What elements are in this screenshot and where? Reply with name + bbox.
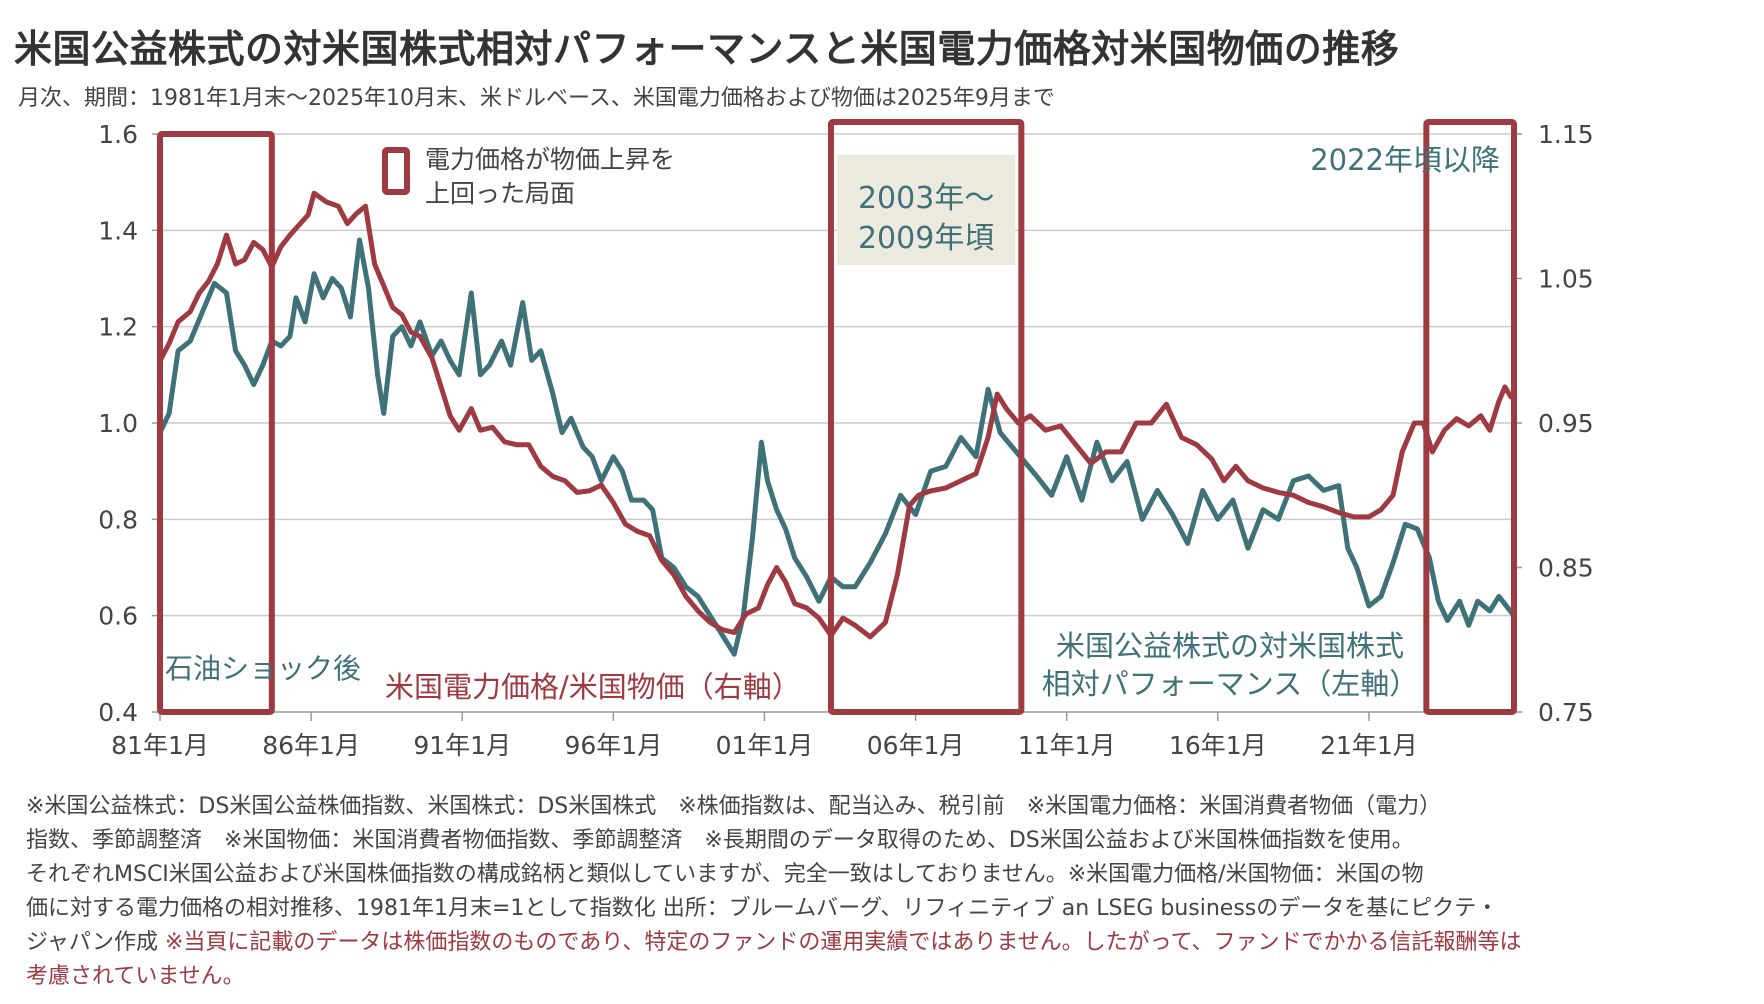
x-tick-label: 91年1月	[413, 731, 511, 760]
highlight-box	[157, 131, 275, 715]
x-tick-label: 81年1月	[111, 731, 209, 760]
red-series-line	[157, 190, 1514, 640]
chart: 0.4 0.6 0.8 1.0 1.2 1.4 1.6 0.75 0.85 0.95 1.05 1.1…	[98, 119, 1594, 760]
y-right-tick-label: 0.85	[1538, 554, 1594, 583]
legend-box-icon	[382, 147, 410, 195]
y-left-tick-label: 1.6	[98, 120, 138, 149]
footnote-line: ジャパン作成 ※当頁に記載のデータは株価指数のものであり、特定のファンドの運用実…	[26, 926, 1756, 960]
period-2003-label: 2009年頃	[858, 221, 994, 256]
red-series-label: 米国電力価格/米国物価（右軸）	[385, 670, 801, 704]
legend-label: 電力価格が物価上昇を	[425, 145, 675, 174]
y-left-tick-label: 0.8	[98, 505, 138, 534]
footnote-source: ジャパン作成	[26, 930, 165, 955]
x-tick-label: 01年1月	[716, 731, 814, 760]
y-left-tick-label: 0.4	[98, 698, 138, 727]
highlight-box	[1423, 119, 1517, 715]
x-tick-label: 11年1月	[1018, 731, 1116, 760]
y-right-tick-label: 1.05	[1538, 265, 1594, 294]
x-tick-label: 16年1月	[1169, 731, 1267, 760]
footnote-line: ※米国公益株式：DS米国公益株価指数、米国株式：DS米国株式 ※株価指数は、配当…	[26, 794, 1442, 819]
x-tick-label: 96年1月	[564, 731, 662, 760]
y-left-tick-label: 1.0	[98, 409, 138, 438]
y-left-tick-label: 0.6	[98, 602, 138, 631]
period-label-background	[836, 155, 1016, 265]
footnote-disclaimer-cont: 考慮されていません。	[26, 964, 245, 989]
x-tick-label: 06年1月	[867, 731, 965, 760]
gridlines	[160, 133, 1514, 617]
footnote-line: 価に対する電力価格の相対推移、1981年1月末=1として指数化 出所：ブルームバ…	[26, 896, 1499, 921]
chart-title: 米国公益株式の対米国株式相対パフォーマンスと米国電力価格対米国物価の推移	[14, 27, 1400, 71]
teal-series-label: 相対パフォーマンス（左軸）	[1042, 667, 1418, 701]
highlight-label-backgrounds	[836, 155, 1016, 265]
footnote-disclaimer: ※当頁に記載のデータは株価指数のものであり、特定のファンドの運用実績ではありませ…	[165, 930, 1522, 955]
footnote-line: 指数、季節調整済 ※米国物価：米国消費者物価指数、季節調整済 ※長期間のデータ取…	[26, 828, 1414, 853]
y-right-tick-label: 0.95	[1538, 409, 1594, 438]
x-tick-label: 86年1月	[262, 731, 360, 760]
chart-subtitle: 月次、期間：1981年1月末～2025年10月末、米ドルベース、米国電力価格およ…	[18, 86, 1055, 111]
highlight-box	[827, 119, 1025, 715]
period-2022-label: 2022年頃以降	[1310, 143, 1500, 177]
footnotes: ※米国公益株式：DS米国公益株価指数、米国株式：DS米国株式 ※株価指数は、配当…	[26, 790, 1756, 994]
y-left-tick-label: 1.2	[98, 313, 138, 342]
y-left-tick-label: 1.4	[98, 216, 138, 245]
x-tick-label: 21年1月	[1320, 731, 1418, 760]
teal-series-label: 米国公益株式の対米国株式	[1056, 629, 1404, 663]
oil-shock-label: 石油ショック後	[165, 652, 361, 685]
y-right-tick-label: 0.75	[1538, 698, 1594, 727]
legend-label: 上回った局面	[425, 179, 575, 208]
highlight-boxes	[157, 119, 1517, 715]
teal-series-line	[157, 237, 1517, 657]
y-right-tick-label: 1.15	[1538, 120, 1594, 149]
footnote-line: それぞれMSCI米国公益および米国株価指数の構成銘柄と類似していますが、完全一致…	[26, 862, 1424, 887]
period-2003-label: 2003年～	[858, 181, 994, 216]
series-lines	[157, 190, 1517, 657]
